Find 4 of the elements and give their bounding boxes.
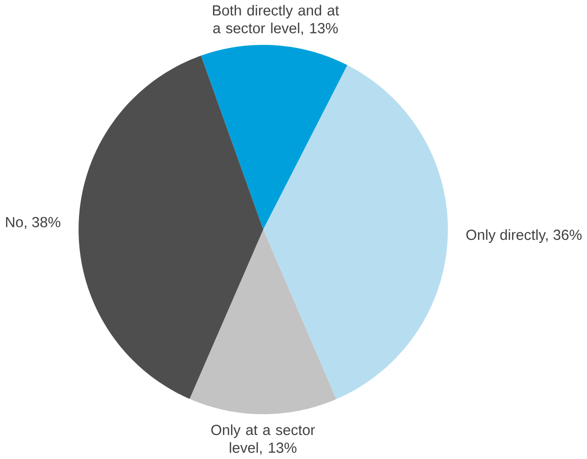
slice-label: Both directly and at a sector level, 13% <box>213 4 340 35</box>
slice-label: Only at a sector level, 13% <box>211 424 315 454</box>
slice-label: Only directly, 36% <box>466 229 582 243</box>
slice-label: No, 38% <box>6 216 60 229</box>
